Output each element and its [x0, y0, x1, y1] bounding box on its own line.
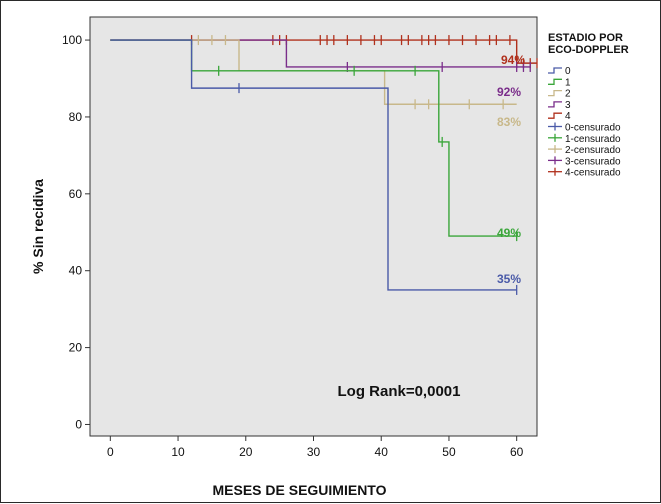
- x-axis-title: MESES DE SEGUIMIENTO: [213, 482, 387, 498]
- legend-label: 4: [565, 111, 571, 122]
- y-tick-label: 80: [69, 110, 83, 124]
- log-rank-annotation: Log Rank=0,0001: [338, 383, 461, 400]
- plot-area: [89, 16, 538, 437]
- y-tick-label: 0: [75, 417, 82, 431]
- y-tick-label: 40: [69, 264, 83, 278]
- x-tick-label: 30: [307, 445, 321, 459]
- y-tick-label: 20: [69, 341, 83, 355]
- legend-label: 0: [565, 66, 571, 77]
- legend-label: 1-censurado: [565, 134, 621, 145]
- legend-label: 0-censurado: [565, 123, 621, 134]
- y-tick-label: 100: [62, 33, 82, 47]
- series-0-step-line: [110, 39, 517, 291]
- series-group: [110, 35, 538, 295]
- x-tick-label: 60: [510, 445, 524, 459]
- x-tick-label: 20: [239, 445, 253, 459]
- series-0-end-label: 35%: [497, 272, 521, 286]
- series-4-end-label: 94%: [501, 53, 525, 67]
- series-2-end-label: 83%: [497, 115, 521, 129]
- legend-label: 3-censurado: [565, 156, 621, 167]
- legend-label: 2: [565, 89, 571, 100]
- x-tick-label: 0: [107, 445, 114, 459]
- legend-label: 3: [565, 100, 571, 111]
- y-tick-label: 60: [69, 187, 83, 201]
- legend-label: 2-censurado: [565, 145, 621, 156]
- legend-title: ECO-DOPPLER: [548, 44, 629, 56]
- legend-title: ESTADIO POR: [548, 32, 623, 44]
- legend-label: 1: [565, 77, 571, 88]
- legend-swatch: [548, 101, 562, 108]
- legend-swatch: [548, 78, 562, 85]
- legend-swatch: [548, 112, 562, 119]
- axes: 0 20 40 60 80 100 0 10 20 30 40 50 60: [62, 17, 537, 459]
- x-tick-label: 40: [375, 445, 389, 459]
- legend-swatch: [548, 89, 562, 97]
- series-3-end-label: 92%: [497, 85, 521, 99]
- x-tick-label: 50: [442, 445, 456, 459]
- end-labels: 94% 92% 83% 49% 35%: [497, 53, 525, 286]
- legend-swatch: [548, 67, 562, 74]
- x-tick-label: 10: [171, 445, 185, 459]
- y-axis-title: % Sin recidiva: [30, 179, 46, 274]
- series-1-end-label: 49%: [497, 226, 521, 240]
- legend-label: 4-censurado: [565, 168, 621, 179]
